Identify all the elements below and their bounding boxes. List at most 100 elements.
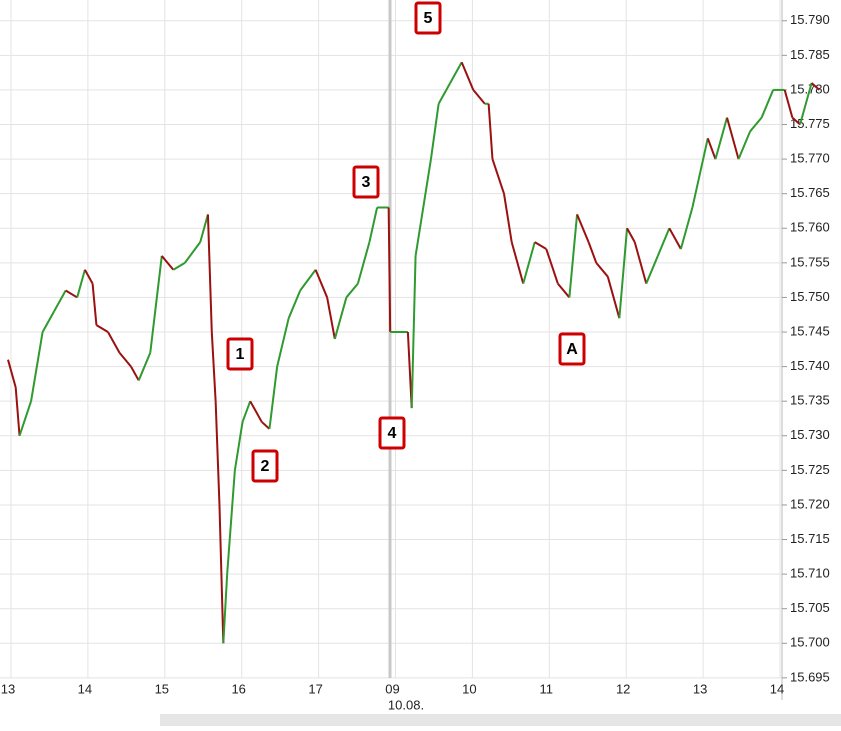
x-tick-label: 14 (770, 681, 784, 696)
price-segment (472, 89, 486, 105)
price-segment (595, 262, 609, 278)
price-segment (618, 228, 629, 319)
annotation: 5 (414, 1, 442, 35)
price-segment (76, 269, 86, 298)
y-tick-label: 15.720 (790, 496, 830, 511)
x-tick-label: 09 (385, 681, 399, 696)
price-segment (510, 241, 525, 284)
price-segment (633, 241, 648, 284)
price-segment (130, 366, 140, 381)
price-segment (429, 103, 440, 160)
price-segment (726, 117, 740, 160)
price-segment (810, 82, 820, 91)
price-segment (107, 331, 121, 354)
annotation-box (251, 449, 279, 483)
price-segment (18, 400, 33, 437)
price-segment (576, 214, 590, 243)
price-segment (172, 261, 186, 271)
price-segment (299, 269, 317, 292)
date-label: 10.08. (388, 697, 424, 712)
price-segment (568, 214, 579, 298)
price-segment (326, 297, 336, 340)
price-segment (345, 282, 359, 299)
y-tick-label: 15.700 (790, 635, 830, 650)
x-tick-label: 11 (540, 681, 554, 696)
price-segment (656, 227, 671, 257)
price-segment (14, 387, 21, 436)
price-segment (760, 89, 775, 118)
price-segment (95, 324, 109, 333)
price-segment (333, 297, 348, 340)
annotation: 2 (251, 449, 279, 483)
price-segment (314, 269, 329, 298)
annotation: A (558, 332, 586, 366)
price-segment (522, 241, 536, 284)
annotation-label: A (566, 341, 578, 358)
price-segment (587, 241, 598, 264)
price-segment (387, 207, 392, 333)
y-tick-label: 15.730 (790, 427, 830, 442)
price-segment (706, 137, 717, 160)
annotation: 3 (352, 165, 380, 199)
price-segment (30, 331, 44, 402)
price-segment (261, 421, 271, 430)
price-segment (149, 255, 163, 353)
price-segment (53, 290, 67, 312)
price-segment (714, 117, 728, 160)
price-segment (410, 255, 417, 409)
price-segment (222, 574, 229, 644)
price-segment (268, 366, 279, 429)
annotation-box (378, 416, 406, 450)
x-tick-label: 10 (462, 681, 476, 696)
price-segment (422, 158, 432, 208)
y-tick-label: 15.775 (790, 116, 830, 131)
y-tick-label: 15.785 (790, 47, 830, 62)
x-tick-label: 17 (308, 681, 322, 696)
x-tick-label: 14 (78, 681, 92, 696)
annotation-box (226, 337, 254, 371)
annotation-box (352, 165, 380, 199)
scrollbar (160, 714, 841, 726)
price-segment (437, 82, 452, 105)
price-segment (137, 352, 152, 381)
price-segment (214, 401, 221, 505)
y-tick-label: 15.765 (790, 185, 830, 200)
price-segment (691, 172, 702, 208)
price-segment (487, 103, 494, 160)
price-segment (41, 310, 56, 333)
price-segment (276, 317, 290, 367)
y-tick-label: 15.710 (790, 566, 830, 581)
price-segment (699, 138, 709, 174)
price-segment (545, 248, 559, 284)
annotation-box (558, 332, 586, 366)
annotation-label: 3 (362, 174, 371, 191)
price-segment (668, 227, 682, 250)
price-segment (206, 214, 213, 333)
price-segment (249, 400, 263, 423)
price-segment (161, 255, 175, 271)
y-tick-label: 15.715 (790, 531, 830, 546)
price-segment (749, 116, 763, 133)
price-segment (199, 214, 209, 243)
price-segment (503, 193, 513, 243)
y-tick-label: 15.755 (790, 254, 830, 269)
price-segment (7, 359, 17, 388)
y-tick-label: 15.735 (790, 393, 830, 408)
price-segment (226, 470, 236, 575)
price-segment (287, 290, 302, 319)
price-segment (460, 61, 475, 91)
price-segment (645, 255, 659, 284)
price-segment (449, 61, 463, 84)
price-segment (557, 282, 571, 299)
annotation: 1 (226, 337, 254, 371)
y-tick-label: 15.770 (790, 151, 830, 166)
y-tick-label: 15.705 (790, 600, 830, 615)
price-segment (233, 421, 244, 471)
annotation: 4 (378, 416, 406, 450)
price-segment (679, 207, 694, 250)
annotation-box (414, 1, 442, 35)
y-tick-label: 15.760 (790, 220, 830, 235)
y-tick-label: 15.695 (790, 669, 830, 684)
